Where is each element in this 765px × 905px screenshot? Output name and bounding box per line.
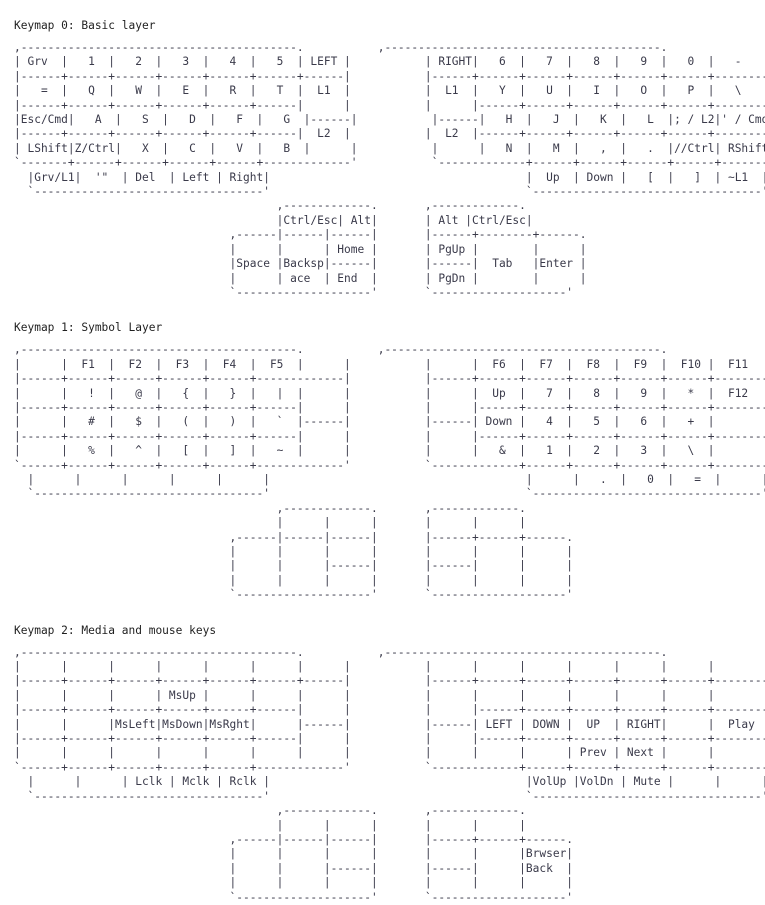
keymap-section-1: Keymap 1: Symbol Layer ,----------------… bbox=[14, 320, 765, 602]
keymap-ascii-art-0: ,---------------------------------------… bbox=[14, 41, 765, 299]
section-spacer-0 bbox=[14, 306, 765, 320]
keymap-ascii-art-2: ,---------------------------------------… bbox=[14, 645, 765, 904]
keymap-section-2: Keymap 2: Media and mouse keys ,--------… bbox=[14, 623, 765, 905]
keymap-title-0: Keymap 0: Basic layer bbox=[14, 19, 156, 32]
keymap-ascii-art-1: ,---------------------------------------… bbox=[14, 343, 765, 602]
keymap-title-2: Keymap 2: Media and mouse keys bbox=[14, 623, 217, 637]
keymap-document-page: Keymap 0: Basic layer ,-----------------… bbox=[14, 18, 765, 904]
keymap-title-1: Keymap 1: Symbol Layer bbox=[14, 321, 163, 335]
section-spacer-1 bbox=[14, 609, 765, 623]
keymap-section-0: Keymap 0: Basic layer ,-----------------… bbox=[14, 18, 765, 300]
